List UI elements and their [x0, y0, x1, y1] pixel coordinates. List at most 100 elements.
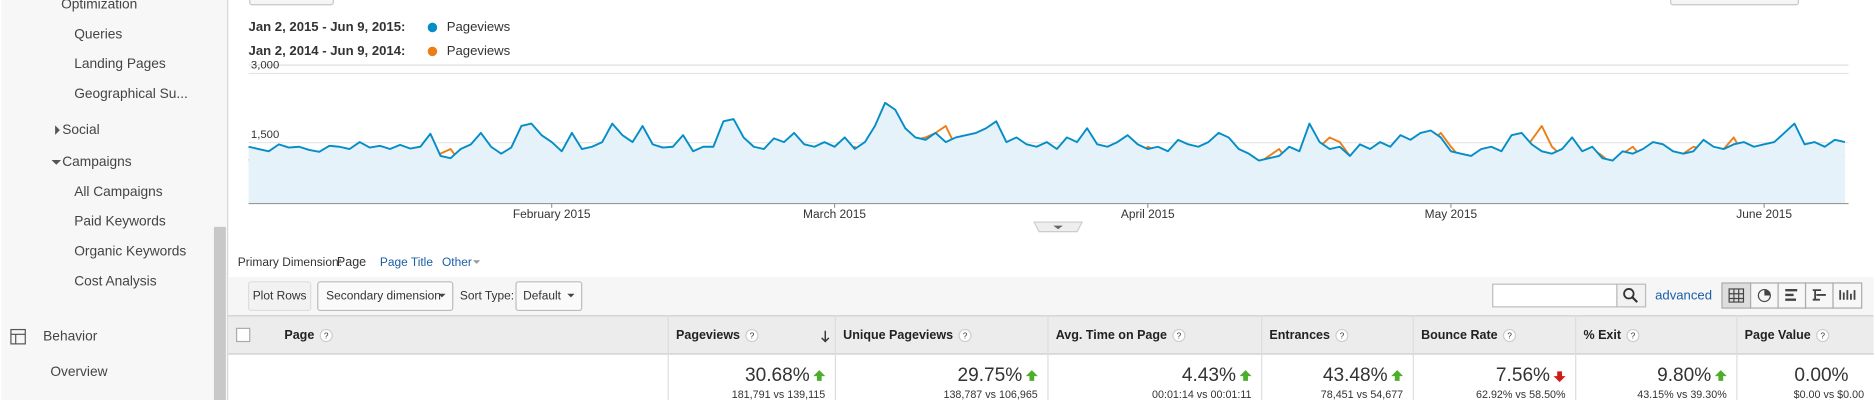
search-icon: [1623, 288, 1635, 300]
legend-label: Pageviews: [447, 43, 511, 58]
sort-type-select[interactable]: [515, 281, 583, 312]
up-arrow: [1391, 370, 1404, 381]
search-icon: [1631, 296, 1638, 303]
legend-period: Jan 2, 2014 - Jun 9, 2014:: [249, 43, 406, 58]
column-header[interactable]: Page Value: [1745, 328, 1811, 342]
help-icon: [1816, 328, 1830, 343]
dropdown-arrow: [567, 293, 575, 298]
view-button[interactable]: [1750, 282, 1779, 309]
search-button[interactable]: [1616, 283, 1647, 308]
total-detail: 62.92% vs 58.50%: [1476, 389, 1566, 400]
view-button[interactable]: [1721, 282, 1752, 309]
button[interactable]: [249, 0, 334, 6]
help-mark: ?: [1507, 330, 1512, 340]
up-arrow: [1025, 370, 1038, 381]
column-header[interactable]: Bounce Rate: [1421, 328, 1498, 342]
pie-icon: [1764, 289, 1771, 296]
column-header[interactable]: Unique Pageviews: [843, 328, 953, 342]
total-change: 0.00%: [1794, 365, 1848, 386]
total-detail: $0.00 vs $0.00: [1794, 389, 1864, 400]
pivot-icon: [1839, 290, 1856, 300]
primary-dimension-label: Primary Dimension:: [238, 255, 342, 269]
y-tick-label: 3,000: [251, 60, 279, 72]
button-group[interactable]: [1670, 0, 1799, 6]
help-mark: ?: [1820, 330, 1825, 340]
table-icon: [1728, 288, 1745, 303]
dimension-option[interactable]: Page Title: [380, 255, 433, 269]
search-input[interactable]: [1492, 283, 1618, 308]
legend-label: Pageviews: [447, 19, 511, 34]
help-mark: ?: [750, 330, 755, 340]
total-change: 7.56%: [1496, 365, 1550, 386]
table: Page? Pageviews? Unique Pageviews? Avg. Tim…: [284, 315, 1864, 400]
scrollbar-thumb: [213, 226, 226, 400]
dimension-option[interactable]: Other: [442, 255, 472, 269]
help-mark: ?: [1177, 330, 1182, 340]
view-buttons: [1721, 282, 1863, 309]
total-detail: 78,451 vs 54,677: [1321, 389, 1403, 400]
secondary-dimension-select[interactable]: [317, 281, 454, 312]
total-change: 29.75%: [958, 365, 1023, 386]
total-detail: 181,791 vs 139,115: [732, 389, 826, 400]
nav-item[interactable]: All Campaigns: [74, 184, 163, 199]
help-icon: [1172, 328, 1186, 343]
chart: 1,500 3,000 February 2015 March 2015 April 2…: [247, 60, 1849, 221]
x-tick-label: March 2015: [803, 207, 866, 221]
up-arrow: [1714, 370, 1727, 381]
plot-rows-button[interactable]: [247, 281, 312, 312]
help-mark: ?: [963, 330, 968, 340]
y-tick-label: 1,500: [251, 129, 279, 141]
x-tick-label: May 2015: [1425, 207, 1478, 221]
column-header[interactable]: Avg. Time on Page: [1056, 328, 1167, 342]
nav-item[interactable]: Overview: [50, 364, 107, 379]
legend-swatch: [427, 46, 438, 57]
nav-item[interactable]: Organic Keywords: [74, 244, 186, 259]
help-icon: [958, 328, 972, 343]
area: [248, 102, 1845, 203]
sort-type-value: Default: [523, 288, 562, 302]
column-header[interactable]: Pageviews: [676, 328, 740, 342]
nav-item[interactable]: Geographical Su...: [74, 86, 188, 101]
help-mark: ?: [1340, 330, 1345, 340]
help-icon: [1502, 328, 1517, 343]
nav-item[interactable]: Campaigns: [62, 154, 132, 169]
help-mark: ?: [324, 330, 329, 340]
behavior-icon: [10, 328, 26, 345]
nav-item[interactable]: Landing Pages: [74, 56, 166, 71]
select-all-checkbox[interactable]: [236, 327, 251, 343]
sidebar: [1, 0, 228, 400]
nav-item[interactable]: Social: [62, 122, 99, 137]
x-tick-label: June 2015: [1736, 207, 1792, 221]
dropdown-arrow: [438, 293, 446, 298]
total-detail: 00:01:14 vs 00:01:11: [1152, 389, 1252, 400]
column-header[interactable]: Entrances: [1269, 328, 1330, 342]
total-detail: 138,787 vs 106,965: [943, 389, 1037, 400]
total-change: 30.68%: [745, 365, 810, 386]
column-header[interactable]: Page: [284, 328, 314, 342]
total-change: 9.80%: [1657, 365, 1711, 386]
line: [248, 101, 1846, 162]
up-arrow: [813, 370, 826, 381]
nav-item[interactable]: Behavior: [43, 328, 98, 343]
nav-item[interactable]: Paid Keywords: [74, 214, 166, 229]
nav-item[interactable]: Queries: [74, 26, 122, 41]
x-tick-label: February 2015: [513, 207, 591, 221]
secondary-dimension-label: Secondary dimension: [326, 288, 441, 302]
help-mark: ?: [1631, 330, 1636, 340]
primary-dimension[interactable]: Page: [337, 255, 366, 269]
nav-item[interactable]: Cost Analysis: [74, 273, 156, 288]
bar-icon: [1785, 288, 1798, 301]
down-arrow: [1553, 371, 1566, 383]
expanded-arrow: [51, 160, 62, 165]
nav-item[interactable]: Optimization: [61, 0, 137, 11]
total-change: 4.43%: [1182, 365, 1236, 386]
help-icon: [1335, 328, 1349, 343]
collapsed-arrow: [55, 125, 60, 135]
column-header[interactable]: % Exit: [1583, 328, 1621, 342]
help-icon: [745, 328, 759, 343]
total-change: 43.48%: [1323, 365, 1388, 386]
legend-swatch: [427, 22, 438, 33]
advanced-link[interactable]: advanced: [1655, 288, 1712, 303]
